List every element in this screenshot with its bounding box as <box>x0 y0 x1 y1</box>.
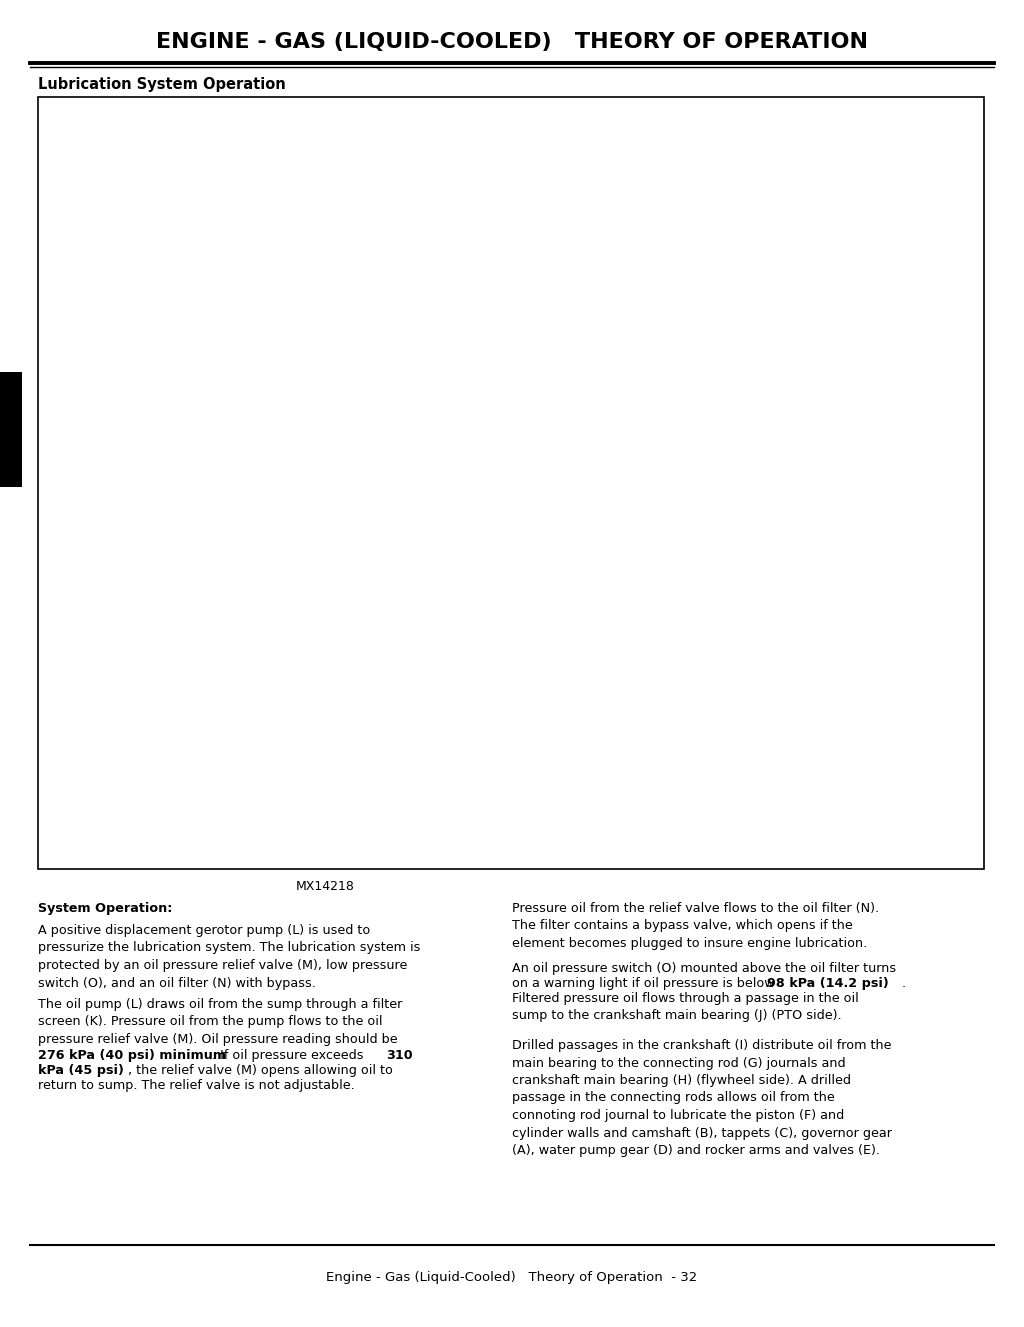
Text: A positive displacement gerotor pump (L) is used to
pressurize the lubrication s: A positive displacement gerotor pump (L)… <box>38 924 421 990</box>
Text: . If oil pressure exceeds: . If oil pressure exceeds <box>212 1050 368 1062</box>
Text: 98 kPa (14.2 psi): 98 kPa (14.2 psi) <box>767 977 889 990</box>
Text: Lubrication System Operation: Lubrication System Operation <box>38 77 286 92</box>
Text: Drilled passages in the crankshaft (I) distribute oil from the
main bearing to t: Drilled passages in the crankshaft (I) d… <box>512 1039 892 1157</box>
Text: An oil pressure switch (O) mounted above the oil filter turns: An oil pressure switch (O) mounted above… <box>512 962 896 975</box>
Text: Pressure oil from the relief valve flows to the oil filter (N).
The filter conta: Pressure oil from the relief valve flows… <box>512 902 880 950</box>
Bar <box>38 97 984 869</box>
Text: on a warning light if oil pressure is below: on a warning light if oil pressure is be… <box>512 977 778 990</box>
Text: MX14218: MX14218 <box>296 881 354 893</box>
Text: return to sump. The relief valve is not adjustable.: return to sump. The relief valve is not … <box>38 1079 354 1092</box>
Text: 276 kPa (40 psi) minimum: 276 kPa (40 psi) minimum <box>38 1050 226 1062</box>
Text: ENGINE - GAS (LIQUID-COOLED)   THEORY OF OPERATION: ENGINE - GAS (LIQUID-COOLED) THEORY OF O… <box>156 32 868 52</box>
Text: System Operation:: System Operation: <box>38 902 172 916</box>
Text: , the relief valve (M) opens allowing oil to: , the relief valve (M) opens allowing oi… <box>128 1064 393 1078</box>
Text: The oil pump (L) draws oil from the sump through a filter
screen (K). Pressure o: The oil pump (L) draws oil from the sump… <box>38 998 402 1046</box>
Bar <box>0 372 22 487</box>
Text: Engine - Gas (Liquid-Cooled)   Theory of Operation  - 32: Engine - Gas (Liquid-Cooled) Theory of O… <box>327 1270 697 1283</box>
Text: 310: 310 <box>386 1050 413 1062</box>
Text: kPa (45 psi): kPa (45 psi) <box>38 1064 124 1078</box>
Text: .: . <box>902 977 906 990</box>
Text: Filtered pressure oil flows through a passage in the oil
sump to the crankshaft : Filtered pressure oil flows through a pa… <box>512 993 859 1023</box>
